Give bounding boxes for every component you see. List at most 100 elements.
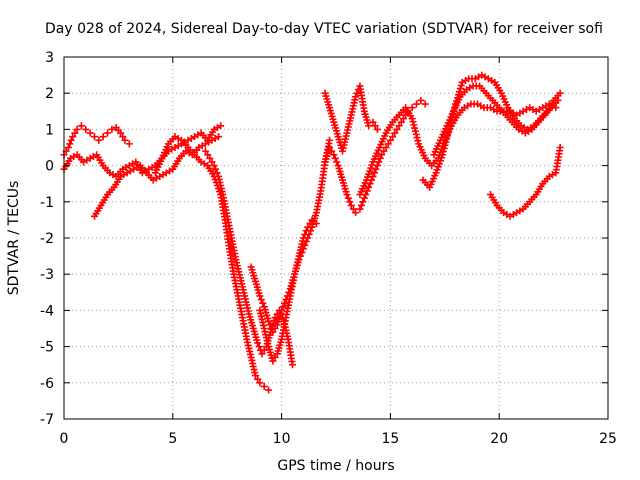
data-point-fill xyxy=(409,118,417,126)
series-sat-h xyxy=(321,96,429,217)
data-point-fill xyxy=(443,135,451,143)
data-point-fill xyxy=(119,133,127,141)
data-point xyxy=(439,151,447,159)
data-point xyxy=(408,115,416,123)
data-point xyxy=(352,209,360,217)
data-point-fill xyxy=(372,165,380,173)
data-point xyxy=(86,129,94,137)
x-tick-label: 10 xyxy=(273,431,291,447)
data-point xyxy=(104,129,112,137)
data-point xyxy=(382,144,390,151)
data-point xyxy=(278,306,286,314)
data-point-fill xyxy=(412,130,420,138)
data-point-fill xyxy=(410,121,418,129)
x-tick-label: 25 xyxy=(599,431,617,447)
data-point-fill xyxy=(389,133,397,141)
data-point-fill xyxy=(411,124,419,132)
data-point-fill xyxy=(328,147,336,155)
data-point xyxy=(265,386,273,394)
y-axis-label: SDTVAR / TECUs xyxy=(6,181,22,296)
data-point xyxy=(117,129,125,137)
data-point xyxy=(343,191,351,199)
y-tick-label: -7 xyxy=(40,412,54,428)
data-point xyxy=(256,292,264,300)
data-point-fill xyxy=(204,151,212,159)
y-tick-label: -6 xyxy=(40,376,54,392)
data-point xyxy=(125,140,133,148)
x-tick-label: 5 xyxy=(168,431,177,447)
series-sat-l xyxy=(430,82,562,159)
series-sat-c xyxy=(90,133,222,220)
data-point xyxy=(217,122,225,130)
data-point-fill xyxy=(444,132,452,140)
data-point-fill xyxy=(349,205,357,213)
data-point-fill xyxy=(271,325,279,332)
data-point-fill xyxy=(413,134,421,142)
data-point-fill xyxy=(357,201,365,209)
axis-ticks: 0 5 10 15 20 25 -7 -6 -5 -4 -3 -2 -1 0 1 2 3 xyxy=(40,50,617,447)
data-point xyxy=(308,216,316,224)
data-point xyxy=(325,144,333,151)
data-point xyxy=(391,129,399,137)
data-point xyxy=(269,328,277,336)
data-point-fill xyxy=(212,165,220,173)
data-point-fill xyxy=(346,198,354,206)
data-point xyxy=(365,122,373,130)
data-point xyxy=(271,314,279,322)
data-point xyxy=(90,133,98,141)
data-point xyxy=(556,89,564,97)
data-point xyxy=(269,357,277,365)
y-tick-label: 3 xyxy=(45,50,54,66)
series-sat-a xyxy=(60,122,133,159)
data-point xyxy=(304,223,312,231)
data-point xyxy=(352,93,360,101)
data-point-fill xyxy=(442,138,450,146)
data-point xyxy=(82,125,90,133)
data-point-fill xyxy=(255,343,263,351)
data-point-fill xyxy=(444,129,452,137)
data-point-fill xyxy=(439,148,447,156)
data-point xyxy=(554,96,562,104)
data-point xyxy=(378,151,386,159)
y-tick-label: 0 xyxy=(45,159,54,175)
data-point xyxy=(325,136,333,144)
data-point-fill xyxy=(266,321,274,329)
data-point xyxy=(369,118,377,126)
y-tick-label: 2 xyxy=(45,86,54,102)
data-point xyxy=(399,115,407,123)
y-tick-label: 1 xyxy=(45,122,54,138)
series-sat-g xyxy=(256,216,320,365)
series-sat-i xyxy=(321,82,381,155)
data-point-fill xyxy=(376,154,384,162)
data-point xyxy=(121,136,129,144)
x-tick-label: 0 xyxy=(60,431,69,447)
data-point-fill xyxy=(66,140,74,148)
data-point xyxy=(330,151,338,159)
data-point xyxy=(69,133,77,141)
x-tick-label: 20 xyxy=(490,431,508,447)
data-point-fill xyxy=(411,127,419,135)
data-point-fill xyxy=(344,194,352,202)
data-point xyxy=(413,100,421,108)
data-point xyxy=(258,350,266,358)
data-point-fill xyxy=(271,353,279,361)
data-point xyxy=(395,122,403,130)
data-point-fill xyxy=(414,137,422,145)
data-point-fill xyxy=(441,141,449,149)
series-sat-j xyxy=(356,100,560,199)
data-point-fill xyxy=(71,129,79,137)
data-points xyxy=(60,71,564,394)
y-tick-label: -1 xyxy=(40,195,54,211)
data-point xyxy=(312,220,320,228)
data-point-fill xyxy=(397,118,405,126)
data-point-fill xyxy=(370,169,378,177)
data-point-fill xyxy=(259,299,267,307)
data-point-fill xyxy=(371,122,379,130)
data-point-fill xyxy=(306,220,314,228)
data-point xyxy=(95,136,103,144)
data-point-fill xyxy=(333,158,341,166)
data-point xyxy=(254,339,262,347)
series-sat-m xyxy=(486,144,564,220)
data-point xyxy=(260,382,268,390)
